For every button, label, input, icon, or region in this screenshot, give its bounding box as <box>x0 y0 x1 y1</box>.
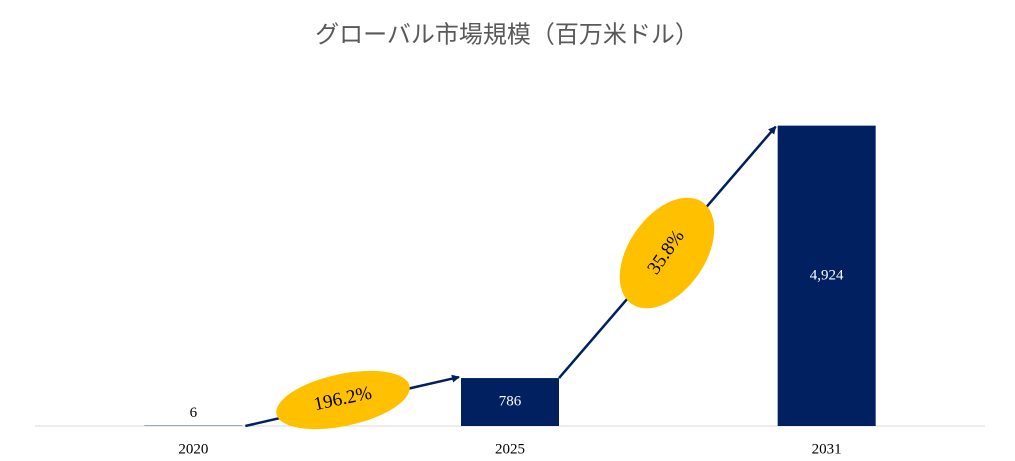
growth-badge <box>619 197 715 309</box>
bar <box>461 378 559 426</box>
bar <box>777 125 876 427</box>
x-tick-label: 2031 <box>812 441 842 457</box>
value-label: 4,924 <box>810 267 844 283</box>
growth-badge <box>276 370 410 430</box>
value-label: 6 <box>190 405 198 421</box>
x-tick-label: 2025 <box>495 441 525 457</box>
value-label: 786 <box>499 393 522 409</box>
x-tick-label: 2020 <box>178 441 208 457</box>
chart-title: グローバル市場規模（百万米ドル） <box>315 22 699 49</box>
